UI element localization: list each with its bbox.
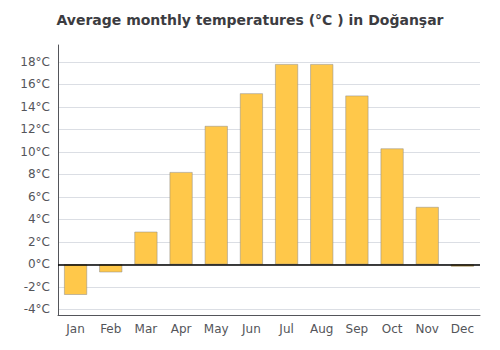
svg-text:Mar: Mar bbox=[135, 322, 158, 336]
svg-text:Jun: Jun bbox=[241, 322, 261, 336]
svg-text:Average monthly temperatures (: Average monthly temperatures (°C ) in Do… bbox=[56, 12, 443, 28]
svg-text:4°C: 4°C bbox=[28, 212, 50, 226]
svg-text:-2°C: -2°C bbox=[24, 280, 50, 294]
svg-text:-4°C: -4°C bbox=[24, 302, 50, 316]
svg-text:Dec: Dec bbox=[451, 322, 474, 336]
svg-text:6°C: 6°C bbox=[28, 190, 50, 204]
svg-text:Oct: Oct bbox=[382, 322, 403, 336]
svg-text:Jan: Jan bbox=[65, 322, 85, 336]
svg-text:Nov: Nov bbox=[416, 322, 439, 336]
svg-text:Sep: Sep bbox=[346, 322, 369, 336]
svg-text:10°C: 10°C bbox=[20, 145, 50, 159]
svg-text:18°C: 18°C bbox=[20, 55, 50, 69]
svg-text:May: May bbox=[204, 322, 229, 336]
svg-text:Apr: Apr bbox=[171, 322, 192, 336]
svg-text:16°C: 16°C bbox=[20, 77, 50, 91]
svg-text:Feb: Feb bbox=[100, 322, 121, 336]
svg-text:Jul: Jul bbox=[278, 322, 293, 336]
svg-text:14°C: 14°C bbox=[20, 100, 50, 114]
svg-text:8°C: 8°C bbox=[28, 167, 50, 181]
svg-text:Aug: Aug bbox=[310, 322, 333, 336]
svg-text:12°C: 12°C bbox=[20, 122, 50, 136]
svg-text:2°C: 2°C bbox=[28, 235, 50, 249]
svg-text:0°C: 0°C bbox=[28, 257, 50, 271]
